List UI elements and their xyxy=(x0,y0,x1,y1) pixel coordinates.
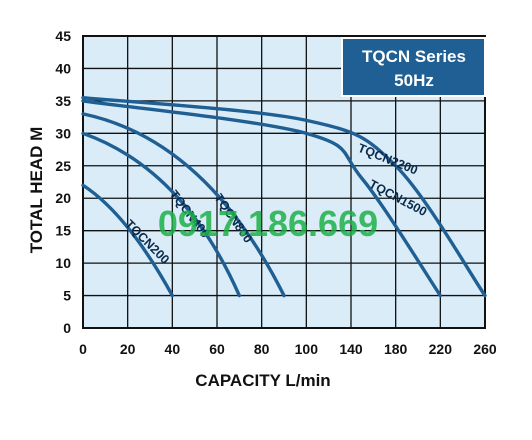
curve-tqcn2200 xyxy=(81,95,487,298)
x-tick-label: 60 xyxy=(209,341,225,357)
y-tick-label: 30 xyxy=(55,125,71,141)
series-badge-line1: TQCN Series xyxy=(362,47,466,66)
x-tick-label: 260 xyxy=(473,341,497,357)
y-tick-label: 35 xyxy=(55,93,71,109)
watermark-phone: 0917.186.669 xyxy=(158,203,378,244)
y-tick-label: 20 xyxy=(55,190,71,206)
curve-tqcn200 xyxy=(81,183,175,298)
x-tick-label: 100 xyxy=(295,341,319,357)
curve-tqcn1500 xyxy=(81,99,443,298)
y-tick-label: 40 xyxy=(55,60,71,76)
x-tick-labels: 0 20 40 60 80 100 140 180 220 260 xyxy=(79,341,497,357)
curve-tqcn800 xyxy=(81,112,286,298)
curves xyxy=(81,95,487,298)
y-tick-label: 15 xyxy=(55,223,71,239)
y-tick-label: 10 xyxy=(55,255,71,271)
curve-tqcn400 xyxy=(81,131,242,298)
x-tick-label: 220 xyxy=(429,341,453,357)
x-tick-label: 40 xyxy=(165,341,181,357)
y-tick-labels: 0 5 10 15 20 25 30 35 40 45 xyxy=(55,28,71,336)
y-tick-label: 45 xyxy=(55,28,71,44)
x-tick-label: 180 xyxy=(384,341,408,357)
series-badge: TQCN Series 50Hz xyxy=(341,37,486,97)
y-tick-label: 25 xyxy=(55,158,71,174)
x-tick-label: 20 xyxy=(120,341,136,357)
y-axis-title: TOTAL HEAD M xyxy=(27,127,46,254)
y-tick-label: 5 xyxy=(63,288,71,304)
x-tick-label: 0 xyxy=(79,341,87,357)
x-tick-label: 140 xyxy=(339,341,363,357)
x-tick-label: 80 xyxy=(254,341,270,357)
series-badge-line2: 50Hz xyxy=(394,71,434,90)
x-axis-title: CAPACITY L/min xyxy=(195,371,330,390)
y-tick-label: 0 xyxy=(63,320,71,336)
